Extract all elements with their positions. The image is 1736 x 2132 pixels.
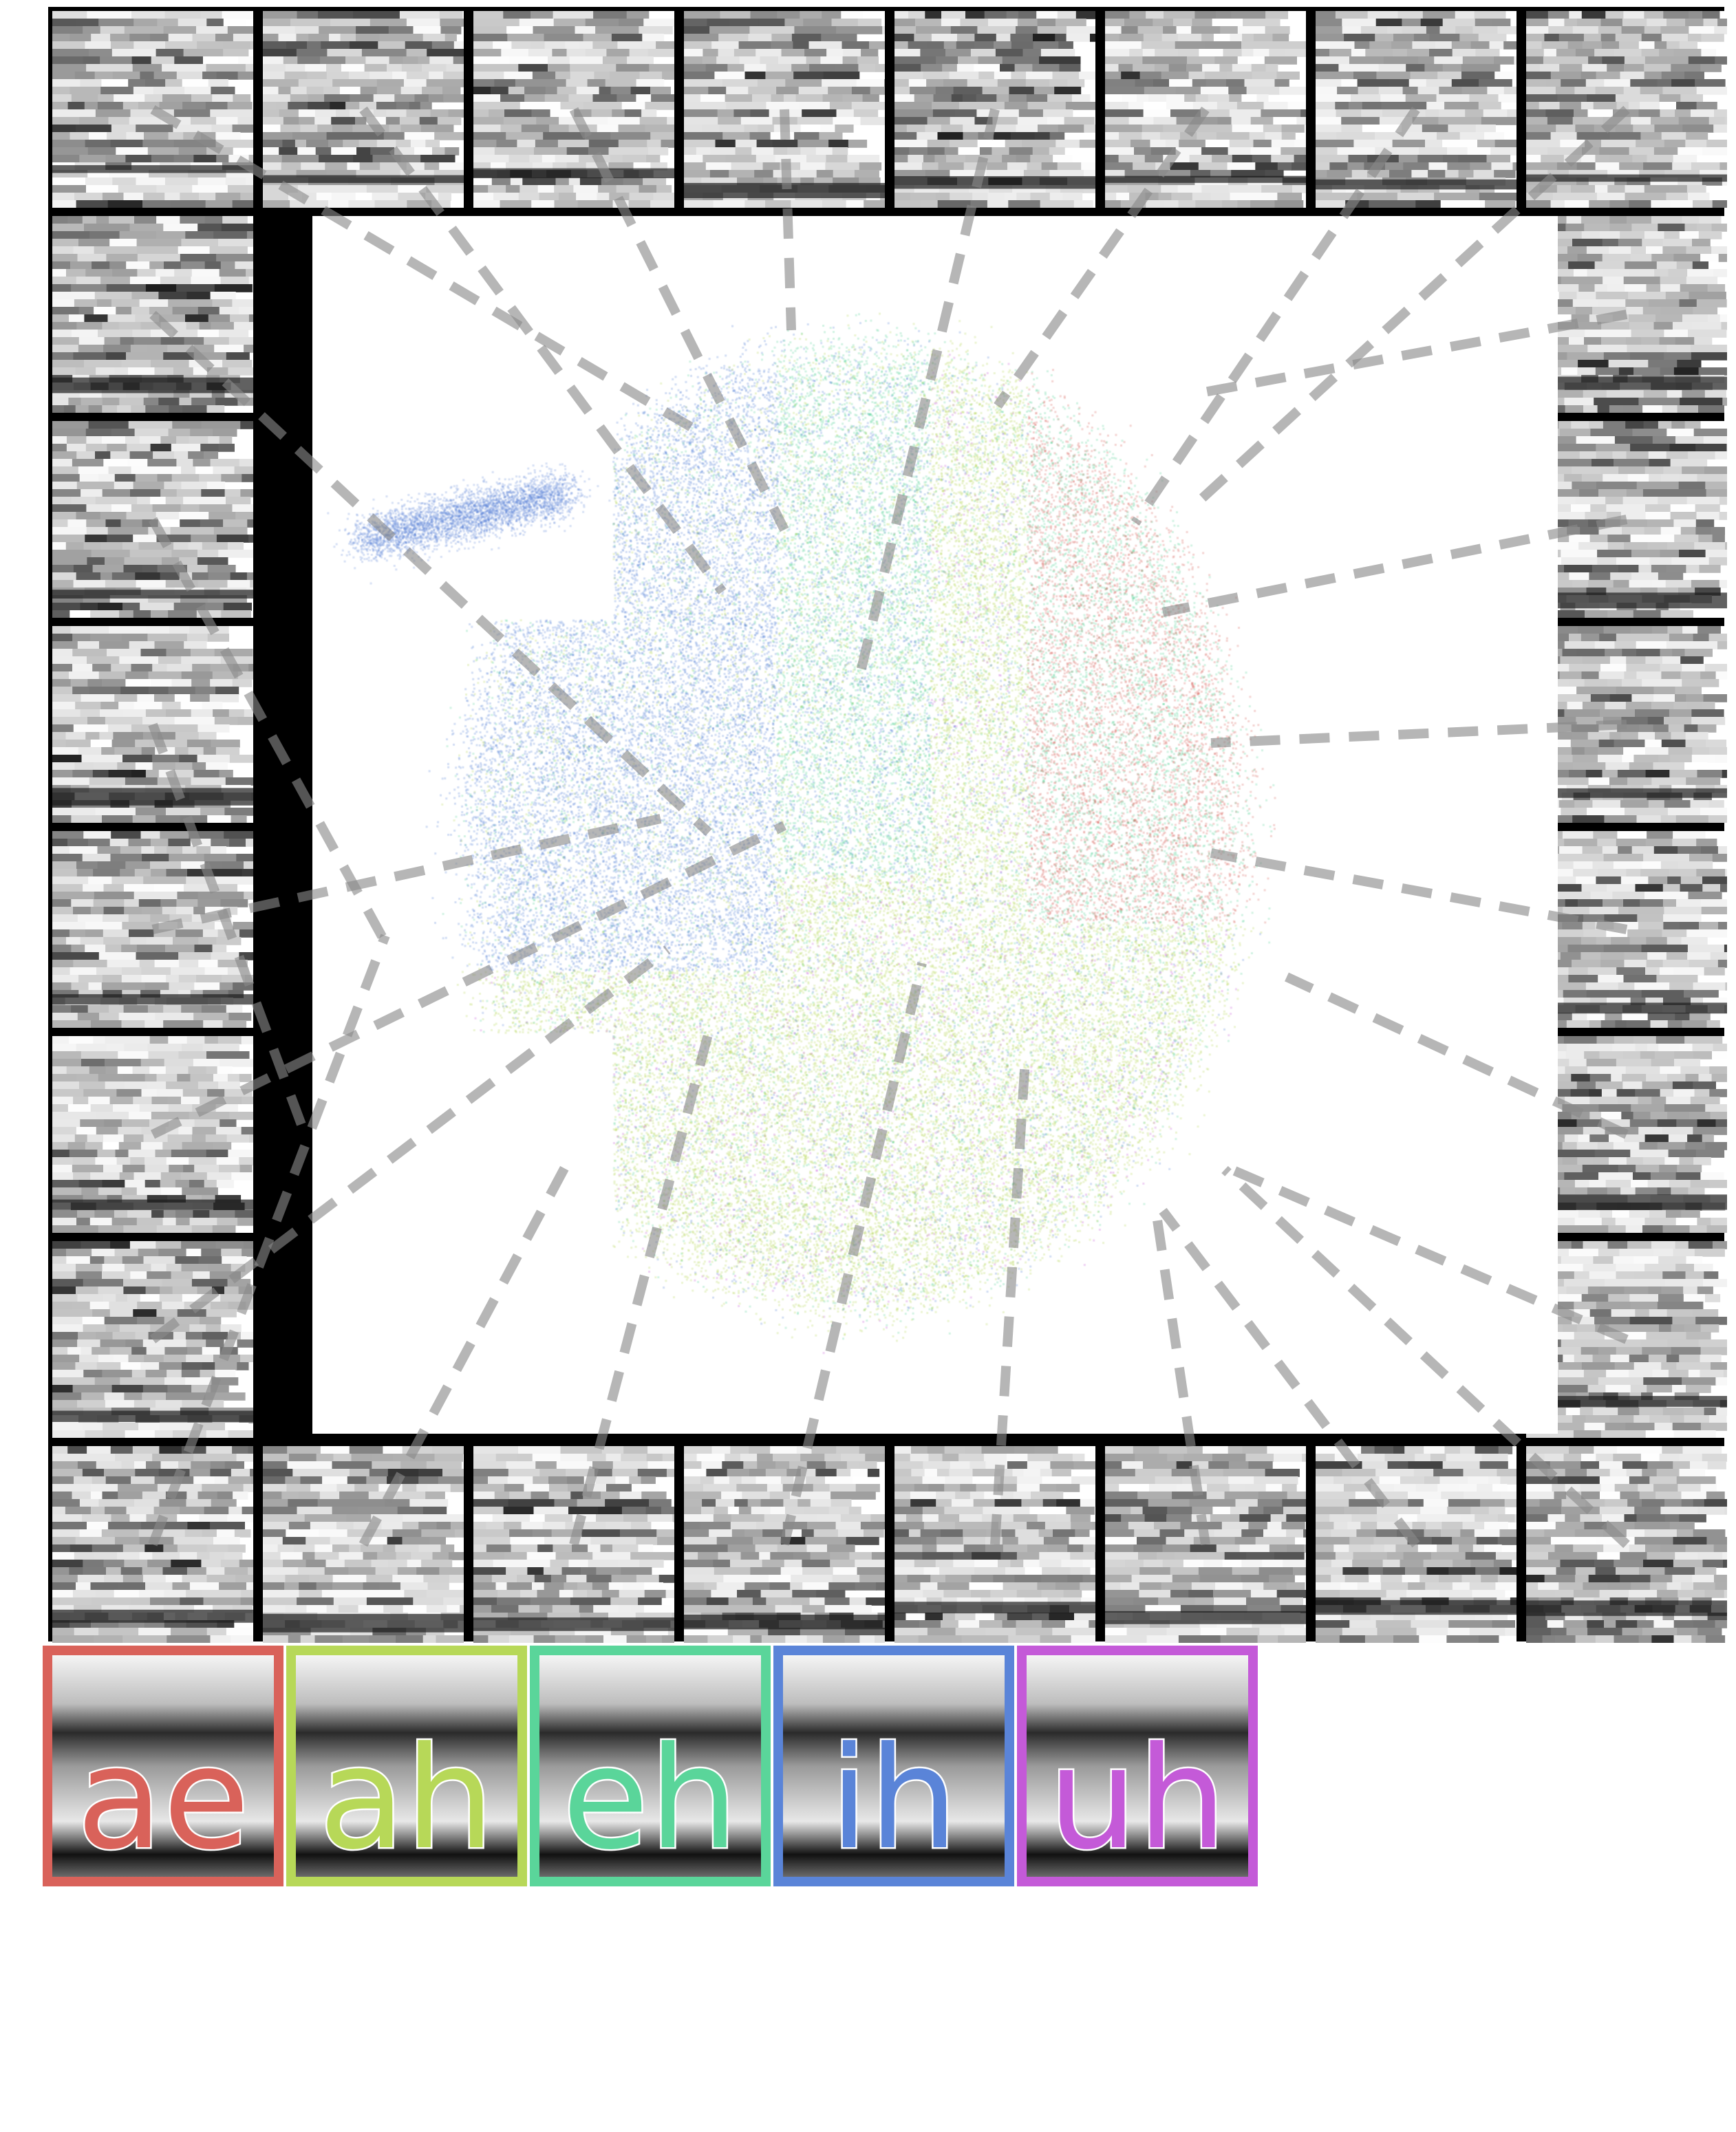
spectrogram-tile xyxy=(1316,11,1517,208)
spectrogram-tile xyxy=(1526,11,1727,208)
legend-label: ah xyxy=(317,1717,497,1881)
legend-label: eh xyxy=(560,1717,740,1881)
legend-item-eh: eh xyxy=(530,1646,771,1886)
legend-label: uh xyxy=(1047,1717,1229,1881)
spectrogram-tile xyxy=(473,11,674,208)
spectrogram-tile xyxy=(52,216,253,413)
spectrogram-tile xyxy=(684,11,885,208)
spectrogram-tile xyxy=(263,1446,464,1643)
spectrogram-tile xyxy=(1316,1446,1517,1643)
spectrogram-tile xyxy=(473,1446,674,1643)
spectrogram-tile xyxy=(52,831,253,1028)
legend-item-ih: ih xyxy=(773,1646,1014,1886)
spectrogram-tile xyxy=(1105,11,1306,208)
spectrogram-tile xyxy=(52,1446,253,1643)
spectrogram-tile xyxy=(684,1446,885,1643)
embedding-scatter-plot xyxy=(312,216,1558,1434)
legend-label: ih xyxy=(828,1717,960,1881)
spectrogram-tile xyxy=(52,1036,253,1233)
scatter-points xyxy=(312,216,1558,1434)
spectrogram-tile xyxy=(52,11,253,208)
legend-item-ah: ah xyxy=(286,1646,527,1886)
spectrogram-tile xyxy=(894,1446,1095,1643)
spectrogram-tile xyxy=(52,421,253,618)
legend-item-ae: ae xyxy=(43,1646,283,1886)
spectrogram-tile xyxy=(1105,1446,1306,1643)
legend-item-uh: uh xyxy=(1017,1646,1258,1886)
spectrogram-tile xyxy=(52,1241,253,1438)
spectrogram-tile xyxy=(1526,1446,1727,1643)
spectrogram-tile xyxy=(52,626,253,823)
spectrogram-frame xyxy=(48,7,1727,1643)
spectrogram-tile xyxy=(894,11,1095,208)
legend-label: ae xyxy=(75,1717,252,1881)
spectrogram-tile xyxy=(263,11,464,208)
